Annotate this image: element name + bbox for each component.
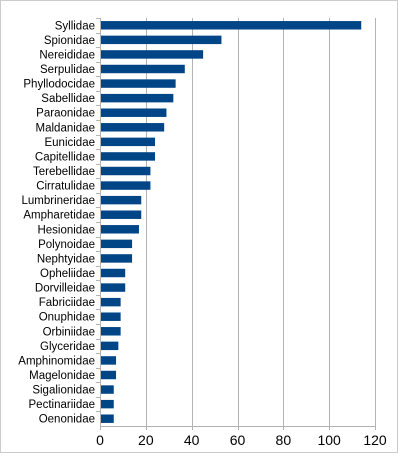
x-tick-labels: 0 20 40 60 80 100 120 [96, 432, 387, 448]
category-label: Onuphidae [39, 312, 95, 324]
bar-syllidae [100, 21, 362, 30]
bar-ampharetidae [100, 210, 142, 219]
bar-spionidae [100, 35, 222, 45]
bar-polynoidae [100, 239, 133, 249]
bar-hesionidae [100, 225, 139, 234]
category-labels: Syllidae Spionidae Nereididae Serpulidae Phy… [18, 20, 95, 425]
bar-glyceridae [100, 341, 119, 351]
category-label: Orbiniidae [43, 326, 95, 338]
category-label: Serpulidae [40, 64, 95, 76]
category-label: Polynoidae [38, 239, 95, 251]
category-label: Cirratulidae [36, 181, 95, 193]
category-label: Spionidae [44, 35, 95, 47]
x-tick-label: 40 [184, 432, 200, 448]
category-label: Terebellidae [33, 166, 95, 178]
category-label: Phyllodocidae [23, 79, 95, 91]
bar-onuphidae [100, 312, 121, 321]
bar-magelonidae [100, 370, 117, 380]
bar-nephtyidae [100, 254, 133, 263]
x-tick-label: 0 [96, 432, 104, 448]
category-label: Dorvilleidae [35, 283, 95, 295]
bar-sabellidae [100, 93, 174, 103]
category-label: Paraonidae [36, 108, 95, 120]
bar-nereididae [100, 50, 204, 59]
category-label: Magelonidae [29, 370, 95, 382]
bar-cirratulidae [100, 181, 151, 190]
x-tick-label: 100 [317, 432, 341, 448]
category-label: Nereididae [39, 49, 95, 61]
category-label: Capitellidae [35, 151, 95, 163]
bar-orbiniidae [100, 327, 121, 336]
bars [100, 21, 362, 423]
category-label: Fabriciidae [39, 297, 95, 309]
category-label: Pectinariidae [29, 399, 95, 411]
bar-paraonidae [100, 108, 167, 117]
category-label: Opheliidae [40, 268, 95, 280]
bar-terebellidae [100, 166, 151, 176]
category-label: Oenonidae [39, 414, 95, 426]
category-label: Lumbrineridae [21, 195, 95, 207]
bar-capitellidae [100, 152, 155, 161]
x-tick-label: 80 [276, 432, 292, 448]
category-label: Amphinomidae [18, 355, 95, 367]
category-label: Maldanidae [36, 122, 95, 134]
gridlines [146, 18, 376, 426]
category-label: Sabellidae [41, 93, 95, 105]
category-label: Sigalionidae [32, 385, 95, 397]
bar-oenonidae [100, 414, 114, 423]
category-label: Eunicidae [44, 137, 95, 149]
x-tick-label: 120 [363, 432, 387, 448]
bar-pectinariidae [100, 399, 114, 409]
bar-maldanidae [100, 123, 165, 132]
x-tick-label: 60 [230, 432, 246, 448]
bar-amphinomidae [100, 356, 117, 365]
axes [96, 18, 376, 430]
category-label: Syllidae [55, 20, 95, 32]
x-tick-label: 20 [138, 432, 154, 448]
category-label: Nephtyidae [37, 253, 95, 265]
bar-opheliidae [100, 268, 126, 278]
bar-eunicidae [100, 137, 155, 147]
bar-serpulidae [100, 64, 185, 74]
category-label: Glyceridae [40, 341, 95, 353]
category-label: Hesionidae [37, 224, 95, 236]
bar-fabriciidae [100, 297, 121, 307]
bar-phyllodocidae [100, 79, 176, 88]
bar-lumbrineridae [100, 195, 142, 205]
bar-sigalionidae [100, 385, 114, 394]
category-label: Ampharetidae [23, 210, 95, 222]
bar-dorvilleidae [100, 283, 126, 292]
